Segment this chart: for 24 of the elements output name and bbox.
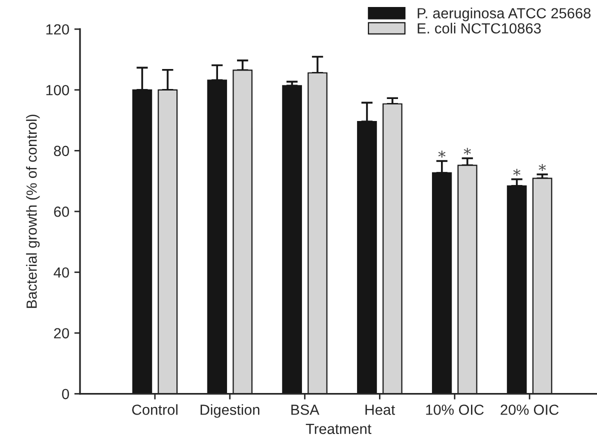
bar <box>532 178 552 394</box>
y-tick-label: 100 <box>46 85 70 96</box>
annotation: * <box>538 164 546 171</box>
x-tick-label: BSA <box>291 404 320 415</box>
x-tick-label: Heat <box>366 404 396 415</box>
legend-label: E. coli NCTC10863 <box>418 22 541 34</box>
x-tick-label: Control <box>132 404 178 415</box>
bar <box>382 103 402 394</box>
legend-label: P. aeruginosa ATCC 25668 <box>418 8 591 22</box>
annotation: * <box>464 148 471 155</box>
x-tick-label: Digestion <box>200 404 260 418</box>
annotation: * <box>513 168 520 176</box>
bar <box>282 85 302 394</box>
y-tick-label: 40 <box>54 267 70 278</box>
y-tick-label: 20 <box>54 328 70 338</box>
annotation: * <box>438 150 446 158</box>
x-tick-label: 20% OIC <box>500 404 559 415</box>
y-tick-label: 60 <box>54 206 70 217</box>
y-tick-label: 120 <box>46 24 70 35</box>
x-tick-label: 10% OIC <box>426 404 484 415</box>
x-axis-title: Treatment <box>306 424 372 434</box>
y-tick-label: 80 <box>54 146 70 156</box>
y-axis-title: Bacterial growth (% of control) <box>26 114 40 308</box>
y-tick-label: 0 <box>62 388 70 400</box>
